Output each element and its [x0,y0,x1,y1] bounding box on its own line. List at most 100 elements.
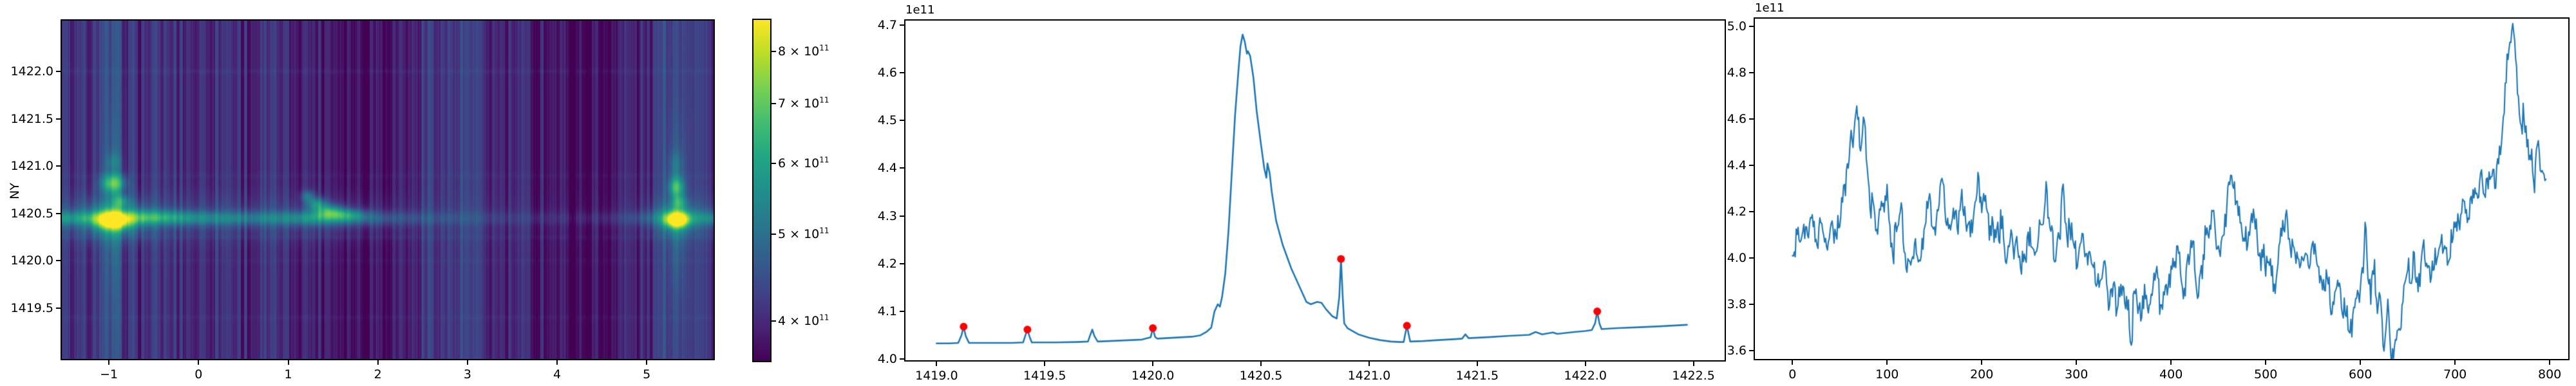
tick-label: 5.0 [1727,19,1747,33]
tick-mark [1981,360,1983,365]
timeseries-canvas [1754,17,2570,360]
tick-mark [1792,360,1794,365]
tick-mark [1749,164,1754,166]
tick-mark [1749,25,1754,27]
tick-label: 1420.0 [10,253,53,268]
tick-mark [2076,360,2078,365]
tick-label: 1422.0 [10,64,53,78]
tick-mark [900,72,904,74]
colorbar-tick-label: 6 × 1011 [778,155,829,170]
tick-label: 4.4 [1727,158,1747,172]
tick-mark [900,215,904,217]
tick-label: 200 [1970,367,1994,381]
tick-label: 800 [2537,367,2562,381]
tick-label: 400 [2159,367,2183,381]
tick-mark [772,162,776,164]
tick-mark [556,360,558,365]
tick-mark [2265,360,2267,365]
tick-mark [1260,362,1262,366]
tick-label: 1421.0 [10,159,53,174]
tick-mark [108,360,110,365]
tick-label: 100 [1875,367,1899,381]
tick-label: 4.2 [877,256,897,271]
tick-label: 1420.5 [1239,369,1283,383]
tick-mark [466,360,468,365]
colorbar-tick-label: 5 × 1011 [778,226,829,242]
colorbar-tick-label: 4 × 1011 [778,313,829,329]
tick-mark [1749,210,1754,212]
tick-mark [1692,362,1694,366]
tick-label: 3 [463,367,471,381]
heatmap-axes [61,19,715,360]
tick-mark [377,360,379,365]
tick-mark [1044,362,1046,366]
tick-mark [56,165,61,167]
tick-label: 1419.5 [1023,369,1066,383]
tick-mark [772,234,776,235]
tick-label: 4.2 [1727,204,1747,219]
tick-mark [1368,362,1370,366]
tick-mark [1749,303,1754,305]
colorbar-canvas [752,19,772,362]
tick-mark [56,260,61,262]
tick-mark [56,70,61,72]
tick-label: 4.4 [877,161,897,176]
colorbar-tick-label: 8 × 1011 [778,43,829,59]
tick-label: 0 [1788,367,1797,381]
tick-mark [56,308,61,309]
tick-mark [1749,118,1754,120]
tick-mark [646,360,648,365]
tick-label: 1419.0 [915,369,958,383]
tick-label: 1420.0 [1131,369,1175,383]
tick-label: 500 [2254,367,2278,381]
timeseries-axes [1754,17,2570,360]
tick-label: 3.8 [1727,297,1747,311]
tick-label: 1422.0 [1564,369,1607,383]
tick-label: 4.5 [877,113,897,128]
tick-label: 1 [284,367,292,381]
tick-mark [56,118,61,120]
spectrum-axes [904,19,1726,362]
tick-mark [1886,360,1888,365]
tick-label: 4.0 [877,352,897,367]
timeseries-offset-label: 1e11 [1755,1,1785,15]
tick-mark [2549,360,2551,365]
tick-mark [2170,360,2172,365]
tick-mark [1749,71,1754,73]
tick-mark [1749,349,1754,351]
tick-label: 4.8 [1727,65,1747,80]
tick-label: 1419.5 [10,301,53,316]
tick-mark [198,360,200,365]
tick-label: 1421.5 [1455,369,1499,383]
tick-label: 1420.5 [10,206,53,221]
tick-label: 0 [194,367,203,381]
tick-mark [2360,360,2362,365]
colorbar-tick-label: 7 × 1011 [778,95,829,111]
tick-label: 600 [2349,367,2372,381]
heatmap-y-axis-label: NY [7,183,22,199]
tick-mark [287,360,289,365]
tick-mark [1749,257,1754,259]
tick-mark [900,120,904,122]
colorbar [752,19,772,362]
tick-label: 5 [643,367,651,381]
tick-mark [772,102,776,104]
tick-label: 3.6 [1727,343,1747,358]
tick-mark [772,50,776,52]
tick-mark [900,24,904,26]
tick-mark [900,262,904,264]
spectrum-offset-label: 1e11 [905,3,935,17]
tick-label: 4.0 [1727,250,1747,265]
tick-label: 1421.5 [10,111,53,126]
tick-label: 4.3 [877,208,897,223]
tick-mark [900,358,904,360]
tick-label: 4.6 [877,66,897,80]
tick-mark [936,362,938,366]
tick-mark [2454,360,2456,365]
tick-label: 4.1 [877,304,897,319]
tick-label: −1 [100,367,118,381]
tick-mark [772,320,776,322]
tick-mark [1476,362,1478,366]
tick-mark [900,167,904,169]
